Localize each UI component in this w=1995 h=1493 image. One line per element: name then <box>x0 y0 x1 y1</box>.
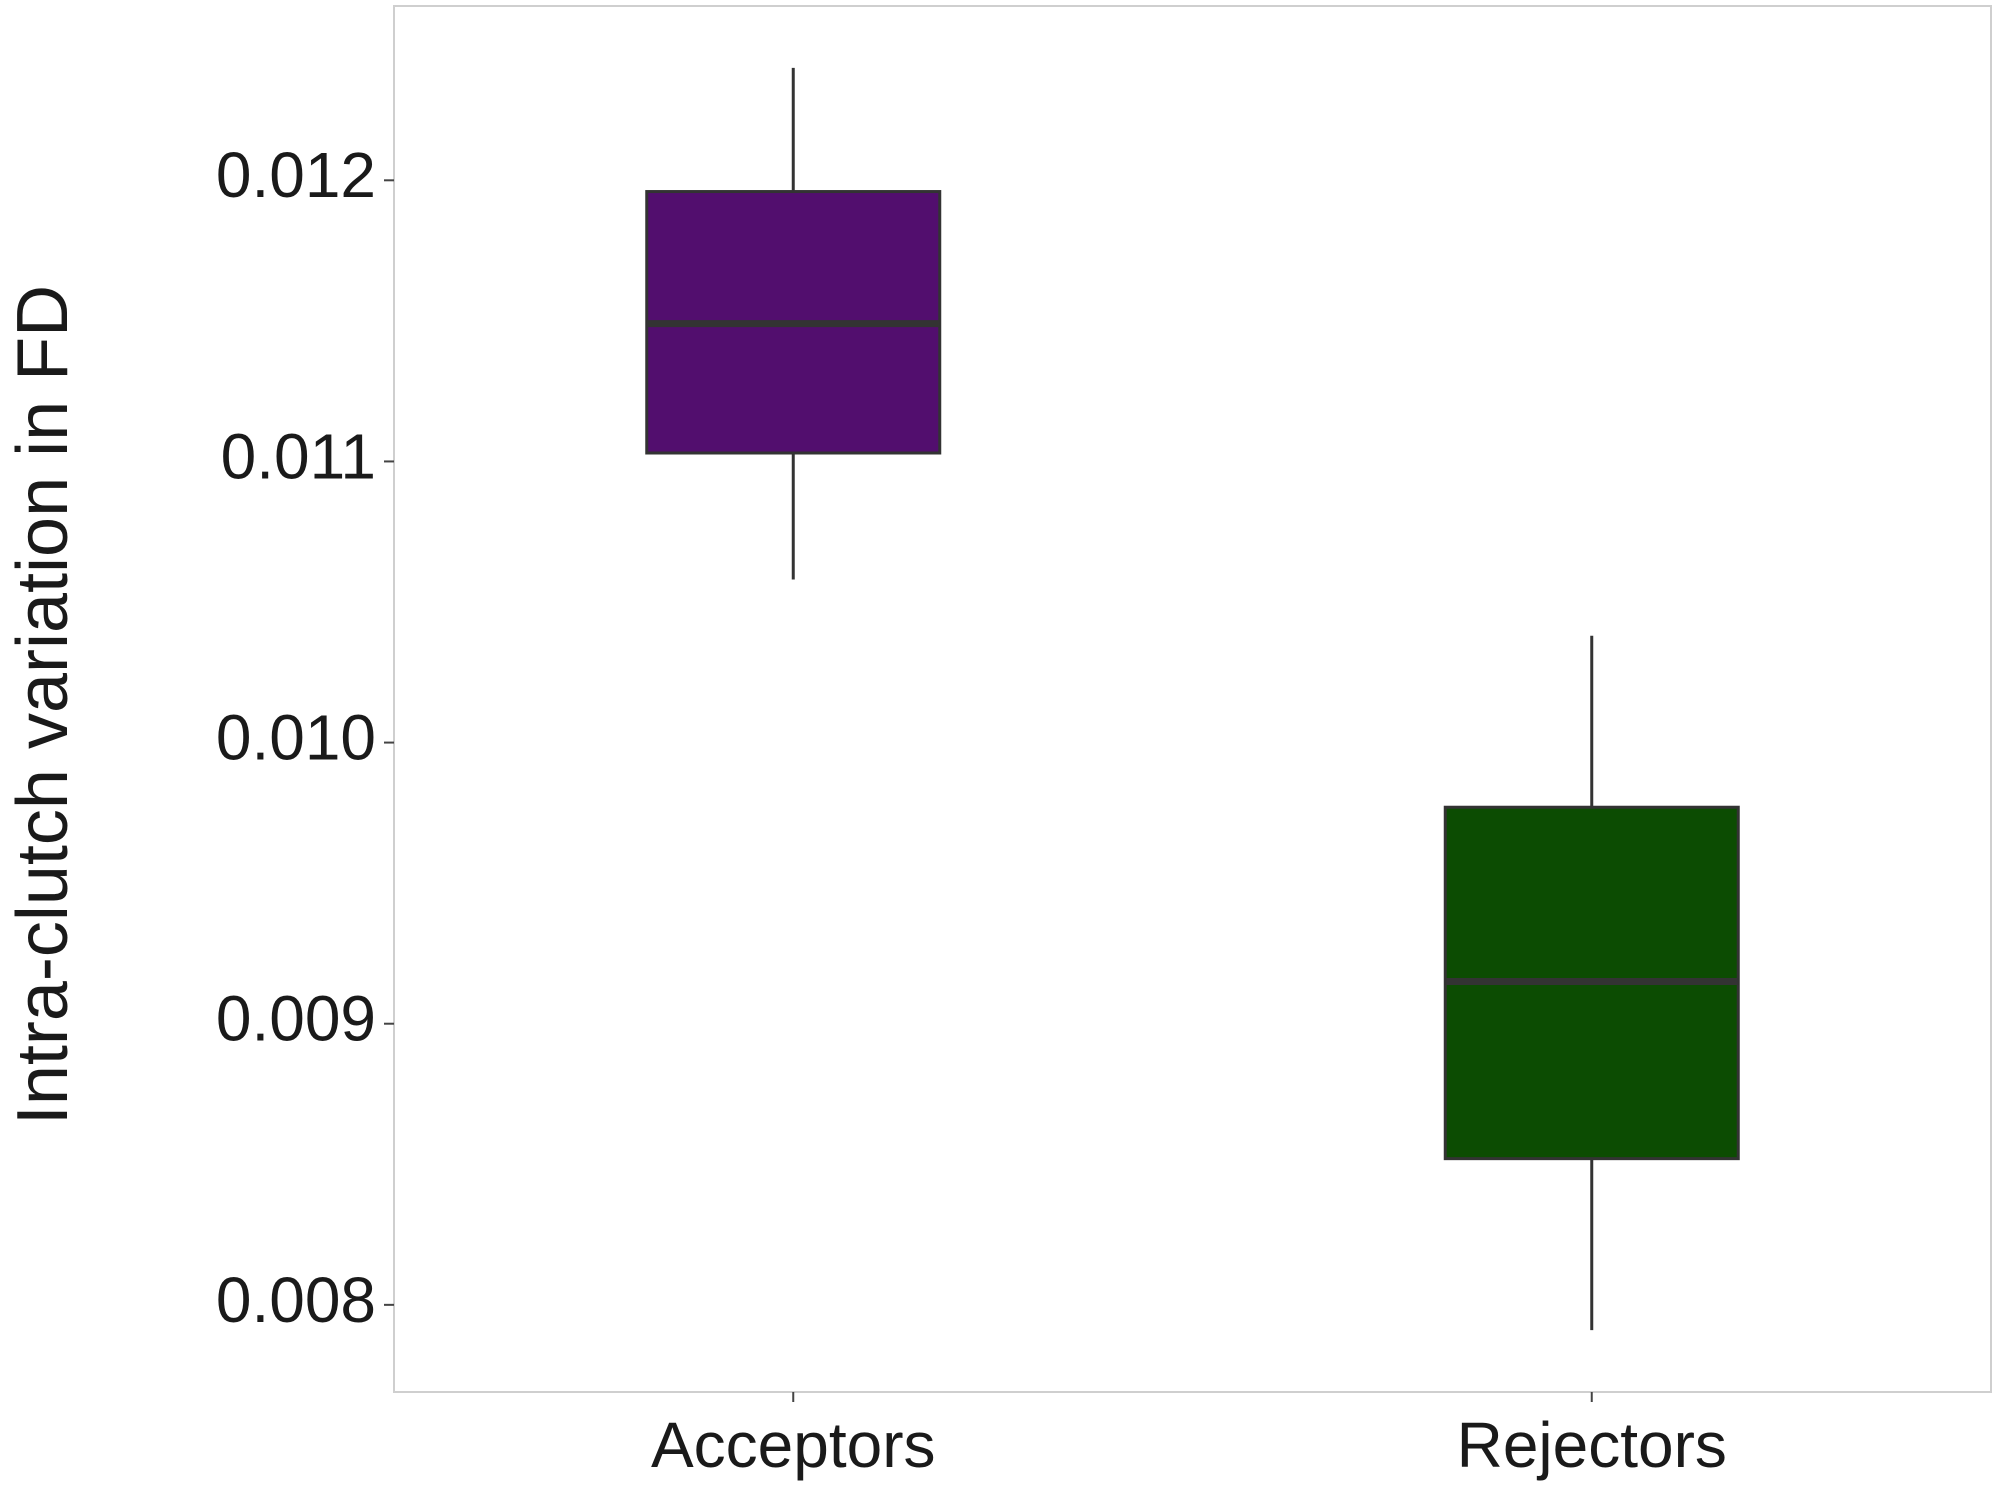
y-tick-label: 0.010 <box>216 701 376 773</box>
y-tick-label: 0.009 <box>216 983 376 1055</box>
y-tick-label: 0.012 <box>216 139 376 211</box>
x-tick-label: Acceptors <box>651 1409 936 1481</box>
plot-panel <box>393 5 1992 1393</box>
y-axis-title: Intra-clutch variation in FD <box>3 285 83 1125</box>
y-tick-label: 0.008 <box>216 1264 376 1336</box>
x-tick-label: Rejectors <box>1457 1409 1727 1481</box>
y-tick-label: 0.011 <box>221 420 376 492</box>
